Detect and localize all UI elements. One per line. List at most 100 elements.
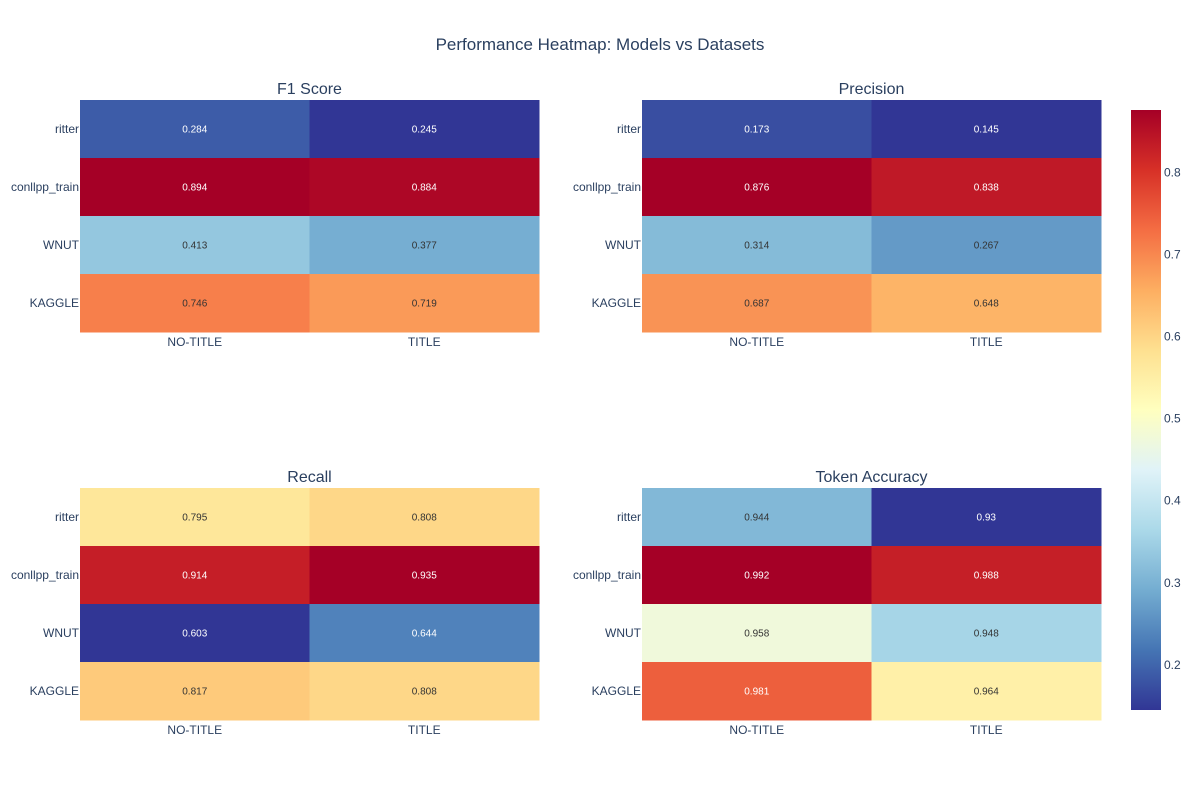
panel-title: Token Accuracy <box>815 469 927 486</box>
figure-title: Performance Heatmap: Models vs Datasets <box>436 35 765 54</box>
heatmap-cell <box>309 274 540 333</box>
cell-value-label: 0.914 <box>182 571 207 582</box>
colorbar-tick-label: 0.5 <box>1164 412 1181 426</box>
cell-value-label: 0.267 <box>974 241 999 252</box>
heatmap-cell <box>309 158 540 217</box>
y-tick-label: conllpp_train <box>11 180 79 194</box>
heatmap-cell <box>642 662 872 721</box>
y-tick-label: WNUT <box>43 238 80 252</box>
cell-value-label: 0.314 <box>744 241 769 252</box>
cell-value-label: 0.795 <box>182 513 207 524</box>
cell-value-label: 0.838 <box>974 183 999 194</box>
cell-value-label: 0.746 <box>182 299 207 310</box>
heatmap-cell <box>80 216 310 275</box>
cell-value-label: 0.245 <box>412 125 437 136</box>
colorbar: 0.2 0.3 0.4 0.5 0.6 0.7 0.8 <box>1131 110 1181 710</box>
cell-value-label: 0.935 <box>412 571 437 582</box>
cell-value-label: 0.687 <box>744 299 769 310</box>
panel-title: F1 Score <box>277 81 342 98</box>
panel-title: Recall <box>287 469 331 486</box>
heatmap-panel: Recall 0.795 0.808 0.914 0.935 0.603 0.644 0.81… <box>11 469 540 737</box>
heatmap-cell <box>309 488 540 547</box>
y-tick-label: conllpp_train <box>11 568 79 582</box>
heatmap-cell <box>80 662 310 721</box>
cell-value-label: 0.958 <box>744 629 769 640</box>
cell-value-label: 0.884 <box>412 183 437 194</box>
x-tick-label: NO-TITLE <box>729 335 784 349</box>
heatmap-cell <box>642 100 872 159</box>
heatmap-cell <box>309 100 540 159</box>
panel-title: Precision <box>839 81 905 98</box>
cell-value-label: 0.644 <box>412 629 437 640</box>
cell-value-label: 0.944 <box>744 513 769 524</box>
colorbar-gradient <box>1131 110 1161 710</box>
heatmap-cell <box>309 216 540 275</box>
cell-value-label: 0.808 <box>412 513 437 524</box>
cell-value-label: 0.93 <box>977 513 997 524</box>
colorbar-tick-label: 0.8 <box>1164 165 1181 179</box>
cell-value-label: 0.817 <box>182 687 207 698</box>
cell-value-label: 0.981 <box>744 687 769 698</box>
y-tick-label: KAGGLE <box>592 684 641 698</box>
cell-value-label: 0.948 <box>974 629 999 640</box>
cell-value-label: 0.988 <box>974 571 999 582</box>
cell-value-label: 0.377 <box>412 241 437 252</box>
heatmap-panels: F1 Score 0.284 0.245 0.894 0.884 0.413 0.377 0.… <box>11 81 1102 737</box>
heatmap-cell <box>871 216 1102 275</box>
y-tick-label: conllpp_train <box>573 180 641 194</box>
y-tick-label: KAGGLE <box>592 296 641 310</box>
heatmap-panel: F1 Score 0.284 0.245 0.894 0.884 0.413 0.377 0.… <box>11 81 540 349</box>
heatmap-cell <box>871 100 1102 159</box>
heatmap-cell <box>80 158 310 217</box>
x-tick-label: NO-TITLE <box>167 335 222 349</box>
y-tick-label: ritter <box>55 122 79 136</box>
heatmap-cell <box>642 604 872 663</box>
y-tick-label: WNUT <box>605 626 642 640</box>
colorbar-tick-label: 0.4 <box>1164 494 1181 508</box>
heatmap-cell <box>309 604 540 663</box>
heatmap-cell <box>80 546 310 605</box>
cell-value-label: 0.413 <box>182 241 207 252</box>
x-tick-label: NO-TITLE <box>729 723 784 737</box>
cell-value-label: 0.648 <box>974 299 999 310</box>
heatmap-cell <box>80 488 310 547</box>
y-tick-label: KAGGLE <box>30 684 79 698</box>
x-tick-label: NO-TITLE <box>167 723 222 737</box>
y-tick-label: WNUT <box>43 626 80 640</box>
colorbar-tick-label: 0.3 <box>1164 576 1181 590</box>
cell-value-label: 0.964 <box>974 687 999 698</box>
y-tick-label: WNUT <box>605 238 642 252</box>
colorbar-tick-label: 0.7 <box>1164 247 1181 261</box>
heatmap-cell <box>642 216 872 275</box>
y-tick-label: KAGGLE <box>30 296 79 310</box>
x-tick-label: TITLE <box>970 723 1003 737</box>
heatmap-cell <box>871 158 1102 217</box>
heatmap-cell <box>871 546 1102 605</box>
cell-value-label: 0.284 <box>182 125 207 136</box>
heatmap-cell <box>871 662 1102 721</box>
heatmap-cell <box>871 604 1102 663</box>
heatmap-cell <box>871 488 1102 547</box>
x-tick-label: TITLE <box>408 723 441 737</box>
x-tick-label: TITLE <box>970 335 1003 349</box>
cell-value-label: 0.992 <box>744 571 769 582</box>
y-tick-label: ritter <box>617 122 641 136</box>
cell-value-label: 0.603 <box>182 629 207 640</box>
y-tick-label: conllpp_train <box>573 568 641 582</box>
x-tick-label: TITLE <box>408 335 441 349</box>
heatmap-cell <box>642 546 872 605</box>
colorbar-tick-label: 0.2 <box>1164 658 1181 672</box>
cell-value-label: 0.808 <box>412 687 437 698</box>
cell-value-label: 0.894 <box>182 183 207 194</box>
heatmap-cell <box>642 158 872 217</box>
cell-value-label: 0.719 <box>412 299 437 310</box>
heatmap-cell <box>642 488 872 547</box>
heatmap-cell <box>309 546 540 605</box>
y-tick-label: ritter <box>55 510 79 524</box>
heatmap-cell <box>80 604 310 663</box>
y-tick-label: ritter <box>617 510 641 524</box>
colorbar-tick-label: 0.6 <box>1164 330 1181 344</box>
cell-value-label: 0.876 <box>744 183 769 194</box>
heatmap-panel: Token Accuracy 0.944 0.93 0.992 0.988 0.958 0.… <box>573 469 1102 737</box>
